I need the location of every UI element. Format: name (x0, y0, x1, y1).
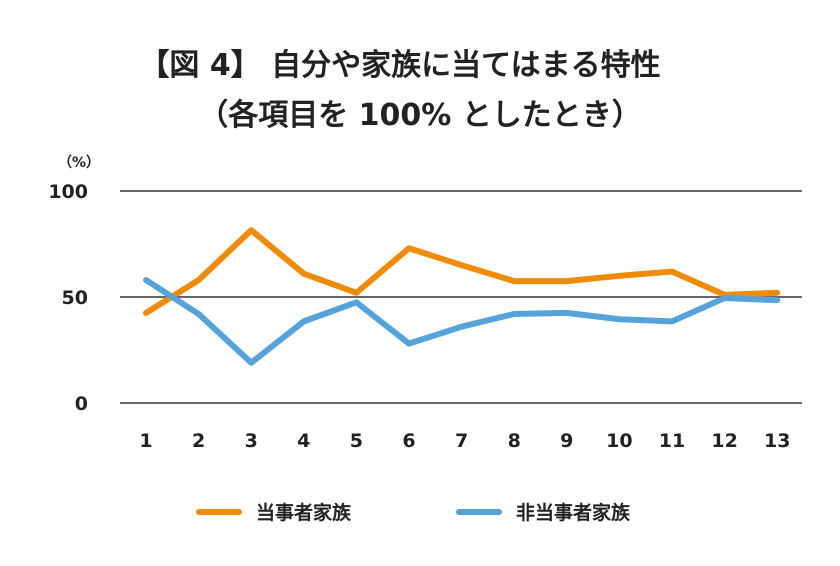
x-tick-label: 12 (711, 430, 737, 452)
y-tick-label: 100 (48, 181, 88, 203)
x-tick-label: 9 (560, 430, 573, 452)
y-tick-label: 0 (75, 393, 88, 415)
chart-subtitle: （各項目を 100% としたとき） (198, 98, 642, 133)
legend-swatch (456, 508, 502, 515)
y-tick-label: 50 (62, 287, 88, 309)
chart-title: 【図 4】 自分や家族に当てはまる特性 (139, 48, 661, 83)
x-tick-label: 7 (455, 430, 468, 452)
series-line-0 (143, 227, 781, 316)
legend-swatch (196, 508, 242, 515)
x-tick-label: 3 (245, 430, 258, 452)
x-tick-label: 10 (606, 430, 632, 452)
series-line-1 (143, 277, 781, 366)
x-tick-label: 2 (192, 430, 205, 452)
legend-item-1: 非当事者家族 (456, 498, 630, 525)
x-tick-label: 4 (297, 430, 310, 452)
x-tick-label: 1 (139, 430, 152, 452)
x-tick-label: 5 (350, 430, 363, 452)
x-tick-label: 8 (508, 430, 521, 452)
legend-label: 非当事者家族 (516, 502, 631, 524)
legend-item-0: 当事者家族 (196, 498, 351, 525)
legend-label: 当事者家族 (256, 502, 352, 524)
y-axis-unit: （%） (58, 155, 101, 171)
x-tick-label: 13 (764, 430, 790, 452)
x-tick-label: 11 (659, 430, 685, 452)
x-tick-label: 6 (402, 430, 415, 452)
